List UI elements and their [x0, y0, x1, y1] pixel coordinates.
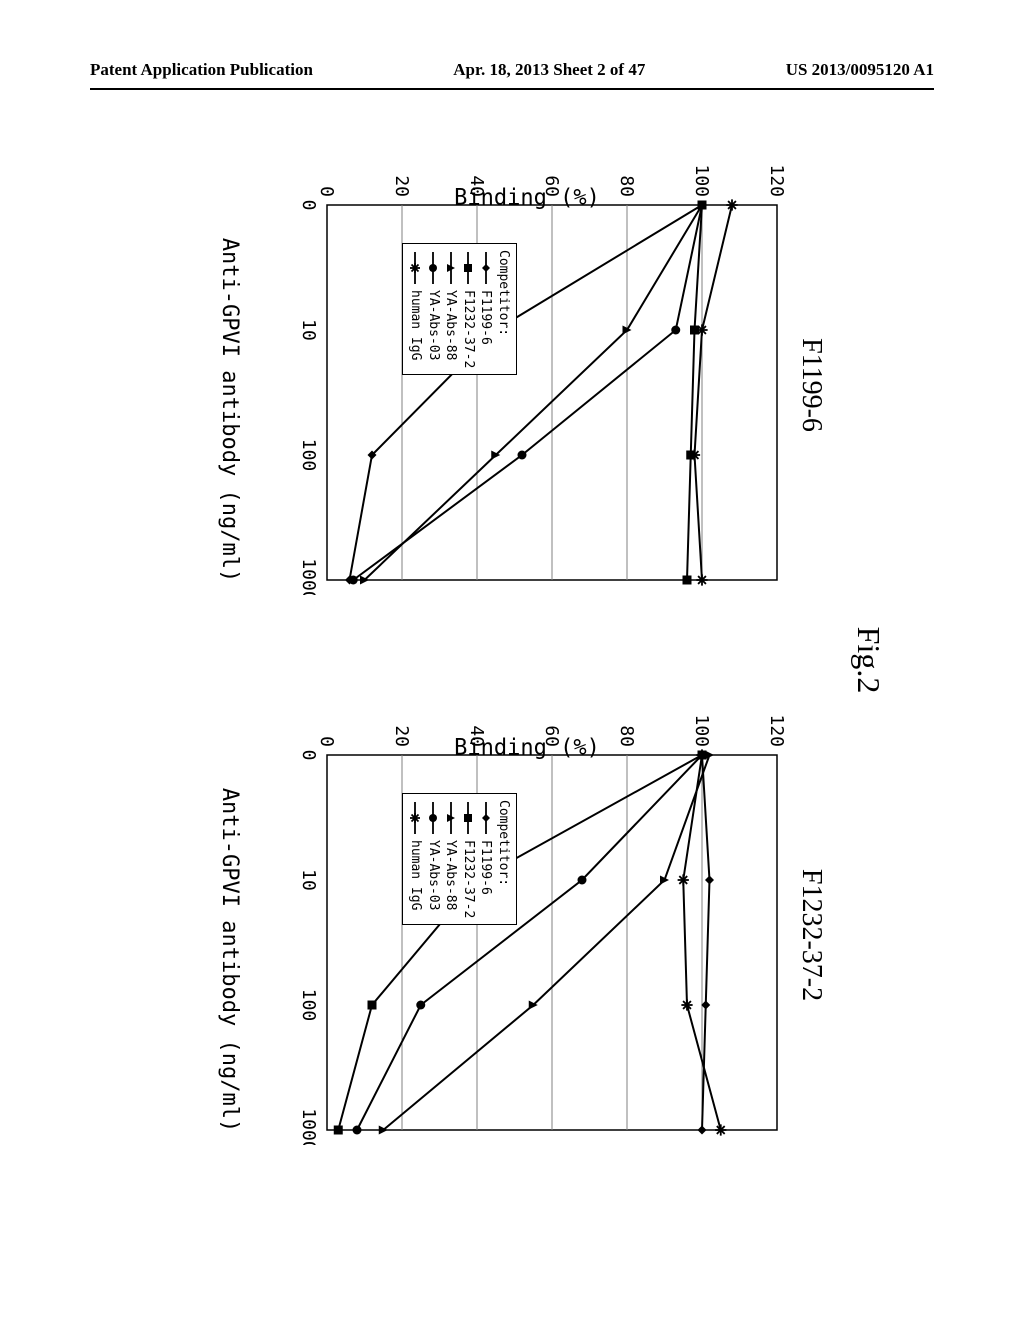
- svg-text:100: 100: [298, 439, 319, 472]
- legend-marker-icon: [461, 250, 475, 286]
- legend-item: F1199-6: [477, 800, 495, 918]
- legend-item: F1232-37-2: [459, 250, 477, 368]
- header-right: US 2013/0095120 A1: [786, 60, 934, 80]
- legend-marker-icon: [444, 800, 458, 836]
- legend-label: F1232-37-2: [459, 840, 477, 918]
- page-header: Patent Application Publication Apr. 18, …: [0, 60, 1024, 80]
- svg-text:120: 120: [766, 714, 787, 747]
- legend-marker-icon: [426, 800, 440, 836]
- svg-text:20: 20: [391, 175, 412, 197]
- legend-item: YA-Abs-88: [442, 250, 460, 368]
- legend-marker-icon: [479, 800, 493, 836]
- legend-label: F1199-6: [477, 290, 495, 345]
- chart-1: F1232-37-20204060801001200101001000Bindi…: [227, 685, 827, 1185]
- legend: Competitor:F1199-6F1232-37-2YA-Abs-88YA-…: [402, 793, 517, 925]
- svg-text:10: 10: [298, 319, 319, 341]
- svg-text:100: 100: [298, 989, 319, 1022]
- chart-0: F1199-60204060801001200101001000Binding …: [227, 135, 827, 635]
- legend-label: F1232-37-2: [459, 290, 477, 368]
- legend-marker-icon: [461, 800, 475, 836]
- x-axis-label: Anti-GPVI antibody (ng/ml): [217, 788, 242, 1132]
- figure-container: Fig.2 F1199-60204060801001200101001000Bi…: [137, 110, 887, 1210]
- legend-item: human IgG: [407, 800, 425, 918]
- legend-label: human IgG: [407, 840, 425, 910]
- legend-marker-icon: [409, 800, 423, 836]
- svg-text:0: 0: [316, 736, 337, 747]
- legend-label: YA-Abs-03: [424, 840, 442, 910]
- svg-text:80: 80: [616, 725, 637, 747]
- legend-item: YA-Abs-88: [442, 800, 460, 918]
- svg-text:0: 0: [298, 200, 319, 211]
- legend-label: human IgG: [407, 290, 425, 360]
- charts-row: F1199-60204060801001200101001000Binding …: [227, 110, 827, 1210]
- svg-text:1000: 1000: [298, 1108, 319, 1145]
- header-divider: [90, 88, 934, 90]
- legend-item: human IgG: [407, 250, 425, 368]
- svg-text:1000: 1000: [298, 558, 319, 595]
- legend-item: F1199-6: [477, 250, 495, 368]
- svg-text:100: 100: [691, 164, 712, 197]
- legend-title: Competitor:: [494, 800, 512, 918]
- svg-text:0: 0: [298, 750, 319, 761]
- legend-marker-icon: [479, 250, 493, 286]
- legend-item: YA-Abs-03: [424, 800, 442, 918]
- x-axis-label: Anti-GPVI antibody (ng/ml): [217, 238, 242, 582]
- legend-label: YA-Abs-88: [442, 840, 460, 910]
- legend-marker-icon: [426, 250, 440, 286]
- legend-item: F1232-37-2: [459, 800, 477, 918]
- y-axis-label: Binding (%): [454, 185, 600, 210]
- legend-title: Competitor:: [494, 250, 512, 368]
- figure-label: Fig.2: [850, 627, 887, 694]
- legend-item: YA-Abs-03: [424, 250, 442, 368]
- header-left: Patent Application Publication: [90, 60, 313, 80]
- legend-label: YA-Abs-88: [442, 290, 460, 360]
- header-center: Apr. 18, 2013 Sheet 2 of 47: [453, 60, 645, 80]
- y-axis-label: Binding (%): [454, 735, 600, 760]
- legend-marker-icon: [444, 250, 458, 286]
- chart-title: F1199-6: [795, 135, 827, 635]
- legend-label: YA-Abs-03: [424, 290, 442, 360]
- svg-text:0: 0: [316, 186, 337, 197]
- legend-marker-icon: [409, 250, 423, 286]
- svg-text:20: 20: [391, 725, 412, 747]
- svg-text:10: 10: [298, 869, 319, 891]
- legend: Competitor:F1199-6F1232-37-2YA-Abs-88YA-…: [402, 243, 517, 375]
- legend-label: F1199-6: [477, 840, 495, 895]
- svg-text:100: 100: [691, 714, 712, 747]
- svg-text:120: 120: [766, 164, 787, 197]
- chart-title: F1232-37-2: [795, 685, 827, 1185]
- svg-text:80: 80: [616, 175, 637, 197]
